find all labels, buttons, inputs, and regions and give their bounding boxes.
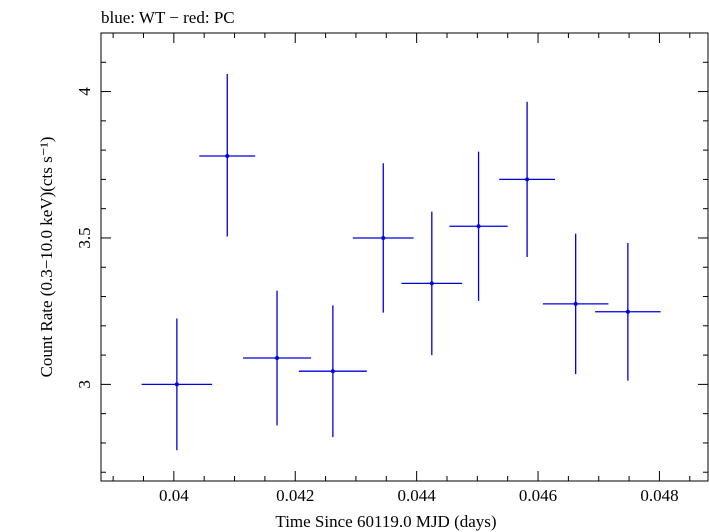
series-wt — [141, 73, 661, 451]
y-axis-ticks: 33.54 — [75, 32, 708, 473]
x-axis-label: Time Since 60119.0 MJD (days) — [275, 512, 496, 531]
y-axis-label: Count Rate (0.3−10.0 keV)(cts s⁻¹) — [37, 137, 56, 378]
x-tick-label: 0.044 — [398, 486, 437, 505]
data-point — [476, 224, 481, 229]
x-tick-label: 0.04 — [159, 486, 189, 505]
plot-frame — [100, 32, 709, 482]
data-point — [330, 369, 335, 374]
data-series — [141, 73, 661, 451]
data-point — [275, 356, 280, 361]
x-tick-label: 0.048 — [640, 486, 678, 505]
y-tick-label: 3.5 — [75, 227, 94, 248]
y-tick-label: 4 — [75, 87, 94, 96]
data-point — [525, 177, 530, 182]
data-point — [225, 153, 230, 158]
data-point — [625, 309, 630, 314]
x-tick-label: 0.046 — [519, 486, 557, 505]
data-point — [429, 281, 434, 286]
x-tick-label: 0.042 — [276, 486, 314, 505]
data-point — [573, 301, 578, 306]
y-tick-label: 3 — [75, 380, 94, 389]
data-point — [174, 382, 179, 387]
data-point — [381, 235, 386, 240]
x-axis-ticks: 0.04 0.042 0.044 0.046 0.048 — [112, 33, 691, 505]
chart-title: blue: WT − red: PC — [101, 8, 235, 27]
